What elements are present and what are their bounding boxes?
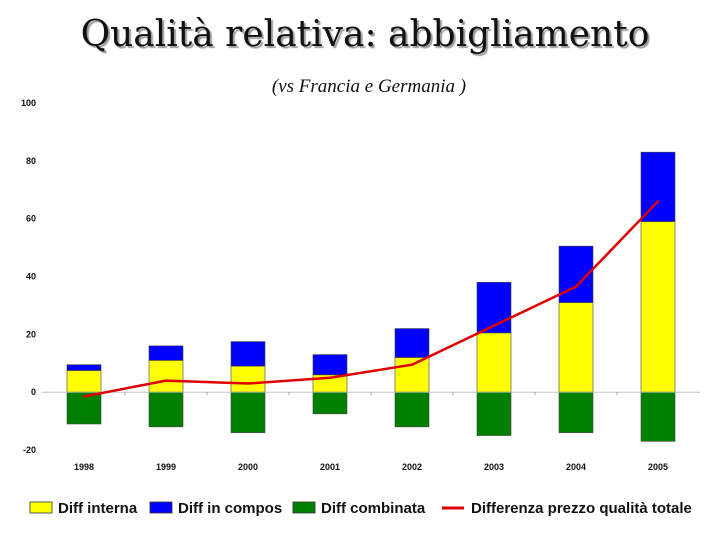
y-tick-label: 80 <box>26 156 36 166</box>
total-line <box>82 200 660 398</box>
bar-diff-in-compos-1998 <box>66 364 102 371</box>
line-point-1999 <box>164 379 168 382</box>
bars <box>66 151 676 442</box>
y-tick-label: 60 <box>26 214 36 224</box>
line-point-1998 <box>82 395 86 398</box>
bar-diff-combinata-2005 <box>640 391 676 442</box>
x-tick-label: 2003 <box>484 462 504 472</box>
legend-swatch <box>29 501 53 514</box>
chart-subtitle: (vs Francia e Germania ) <box>271 76 467 97</box>
series-line <box>83 200 659 398</box>
y-tick-label: 100 <box>21 98 36 108</box>
legend: Diff interna Diff in compos Diff combinata… <box>29 500 692 517</box>
y-tick-label: 40 <box>26 272 36 282</box>
legend-label: Diff combinata <box>321 500 426 517</box>
line-point-2004 <box>574 285 578 288</box>
bar-diff-combinata-2002 <box>394 391 430 428</box>
legend-swatch <box>292 501 316 514</box>
x-tick-label: 2005 <box>648 462 668 472</box>
bar-diff-in-compos-2005 <box>640 151 676 222</box>
bar-diff-combinata-2004 <box>558 391 594 433</box>
y-axis: 100 80 60 40 20 0 -20 <box>21 98 36 455</box>
bar-diff-combinata-2001 <box>312 391 348 415</box>
x-tick-label: 2000 <box>238 462 258 472</box>
bar-diff-interna-1998 <box>66 370 102 393</box>
line-point-2005 <box>656 200 660 203</box>
y-tick-label: -20 <box>23 445 36 455</box>
bar-diff-in-compos-2001 <box>312 354 348 376</box>
bar-diff-interna-2005 <box>640 221 676 393</box>
bar-diff-combinata-2003 <box>476 391 512 436</box>
bar-diff-in-compos-1999 <box>148 345 184 361</box>
legend-label: Diff interna <box>58 500 138 517</box>
bar-diff-interna-2002 <box>394 357 430 393</box>
x-tick-label: 2002 <box>402 462 422 472</box>
bar-diff-interna-1999 <box>148 360 184 393</box>
chart-title: Qualità relativa: abbigliamento <box>80 14 650 55</box>
bar-diff-in-compos-2000 <box>230 341 266 367</box>
line-point-2000 <box>246 382 250 385</box>
bar-diff-combinata-1999 <box>148 391 184 428</box>
line-point-2001 <box>328 376 332 379</box>
y-tick-label: 0 <box>31 387 36 397</box>
legend-label: Differenza prezzo qualità totale <box>471 500 692 517</box>
x-tick-label: 1999 <box>156 462 176 472</box>
legend-label: Diff in compos <box>178 500 282 517</box>
x-axis: 1998 1999 2000 2001 2002 2003 2004 2005 <box>42 391 700 472</box>
x-tick-label: 1998 <box>74 462 94 472</box>
bar-diff-in-compos-2002 <box>394 328 430 358</box>
legend-swatch <box>149 501 173 514</box>
x-tick-label: 2001 <box>320 462 340 472</box>
bar-diff-combinata-2000 <box>230 391 266 433</box>
y-tick-label: 20 <box>26 329 36 339</box>
bar-diff-interna-2004 <box>558 302 594 393</box>
line-point-2003 <box>492 324 496 327</box>
line-point-2002 <box>410 363 414 366</box>
x-tick-label: 2004 <box>566 462 586 472</box>
bar-diff-interna-2000 <box>230 365 266 393</box>
bar-diff-interna-2003 <box>476 332 512 393</box>
